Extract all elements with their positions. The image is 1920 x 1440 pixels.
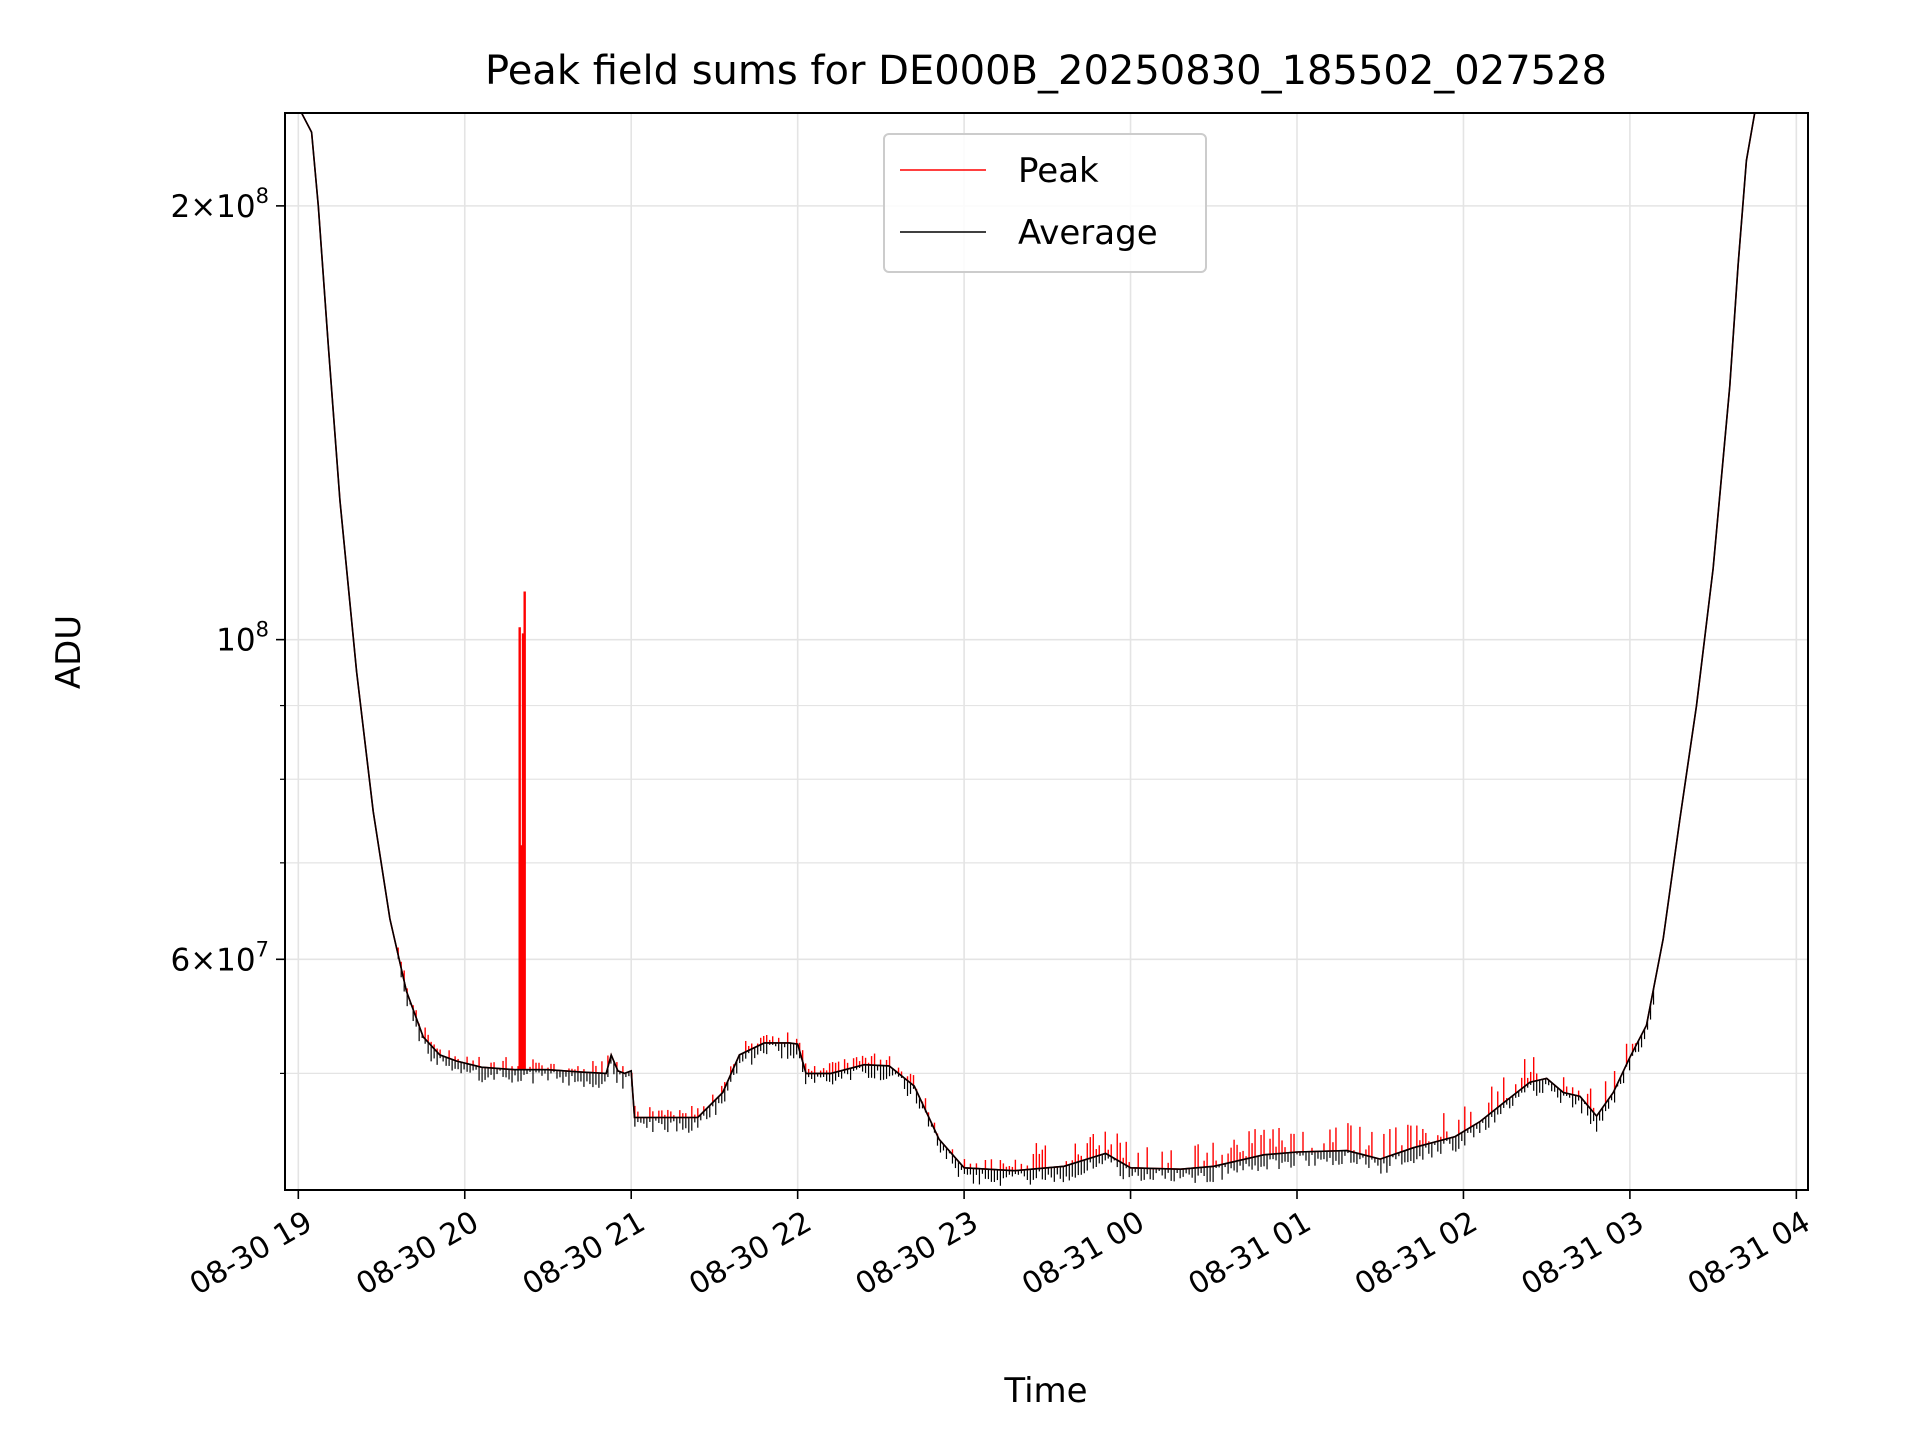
y-tick-exponent: 8: [256, 618, 269, 642]
y-tick-label: 108: [216, 618, 269, 659]
x-tick-label: 08-31 04: [1682, 1205, 1816, 1303]
x-tick-label: 08-30 23: [850, 1205, 984, 1303]
x-tick-label: 08-31 03: [1516, 1205, 1650, 1303]
y-tick-exponent: 8: [256, 184, 269, 208]
peak-spikes: [397, 591, 1637, 1171]
x-tick-label: 08-30 22: [683, 1205, 817, 1303]
legend-box: [883, 133, 1207, 273]
y-tick-base: 10: [216, 189, 255, 225]
x-tick-label: 08-30 20: [350, 1205, 484, 1303]
x-tick-label: 08-30 19: [184, 1205, 318, 1303]
y-tick-label: 6×107: [170, 937, 269, 978]
x-axis: 08-30 19 08-30 20 08-30 21 08-30 22 08-30 23…: [184, 1190, 1816, 1302]
y-tick-times-sign: ×: [190, 942, 216, 978]
y-axis-label: ADU: [49, 615, 89, 689]
y-tick-mantissa: 6: [170, 942, 190, 978]
grid: [285, 113, 1808, 1190]
legend: Peak Average: [883, 133, 1207, 273]
y-tick-mantissa: 2: [170, 189, 190, 225]
legend-average-label: Average: [1018, 213, 1158, 253]
average-noise: [397, 955, 1655, 1186]
x-tick-label: 08-31 02: [1349, 1205, 1483, 1303]
y-tick-label: 2×108: [170, 184, 269, 225]
y-tick-times-sign: ×: [190, 189, 216, 225]
x-axis-label: Time: [1003, 1371, 1087, 1411]
y-tick-base: 10: [216, 623, 255, 659]
y-tick-base: 10: [216, 942, 255, 978]
x-tick-label: 08-31 01: [1183, 1205, 1317, 1303]
average-series-line: [285, 112, 1808, 1172]
y-tick-exponent: 7: [256, 937, 269, 961]
chart-title: Peak field sums for DE000B_20250830_1855…: [485, 48, 1607, 94]
x-tick-label: 08-30 21: [517, 1205, 651, 1303]
legend-peak-label: Peak: [1018, 151, 1099, 191]
x-tick-label: 08-31 00: [1016, 1205, 1150, 1303]
axes-frame: [284, 112, 1809, 1191]
